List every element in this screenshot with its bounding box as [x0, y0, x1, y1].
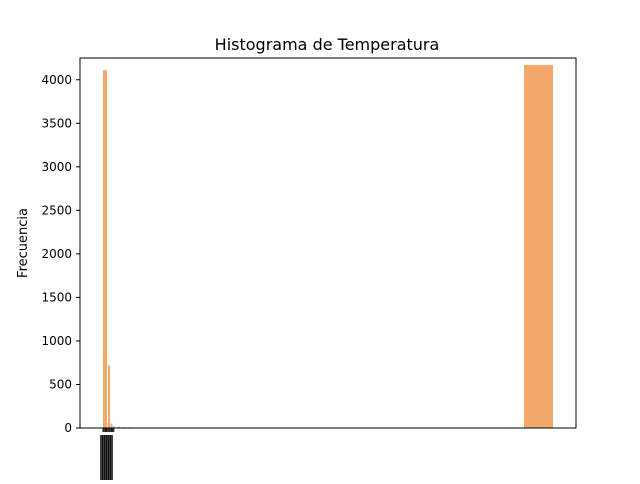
- y-tick-label: 1500: [41, 290, 72, 304]
- y-tick-label: 500: [49, 377, 72, 391]
- x-axis: [100, 428, 114, 480]
- y-tick-label: 3000: [41, 160, 72, 174]
- y-tick-label: 2000: [41, 247, 72, 261]
- chart-title: Histograma de Temperatura: [215, 35, 440, 54]
- y-axis-label: Frecuencia: [16, 208, 31, 278]
- x-tick-label-blob: [110, 435, 113, 480]
- histogram-bar: [108, 365, 110, 428]
- histogram-bar: [111, 424, 113, 428]
- bars-group: [103, 65, 553, 428]
- y-tick-label: 1000: [41, 334, 72, 348]
- y-axis: 0 500 1000 1500 2000 2500 3000 3500 4000: [41, 73, 80, 435]
- y-tick-label: 0: [64, 421, 72, 435]
- plot-frame: [80, 58, 576, 428]
- y-tick-label: 4000: [41, 73, 72, 87]
- y-tick-label: 3500: [41, 116, 72, 130]
- histogram-bar: [106, 423, 108, 428]
- histogram-bar: [524, 65, 553, 428]
- y-tick-label: 2500: [41, 203, 72, 217]
- histogram-bar: [103, 70, 107, 428]
